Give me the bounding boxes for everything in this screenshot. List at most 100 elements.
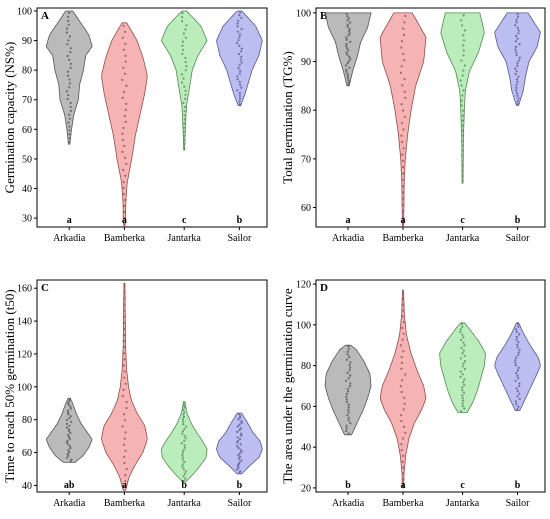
data-point [121, 425, 124, 428]
data-point [68, 129, 71, 132]
data-point [183, 134, 186, 137]
data-point [461, 159, 464, 162]
data-point [69, 62, 72, 65]
data-point [68, 451, 71, 454]
data-point [402, 437, 405, 440]
data-point [347, 34, 350, 37]
data-point [349, 374, 352, 377]
data-point [514, 67, 517, 70]
data-point [66, 434, 70, 437]
y-tick-label: 60 [301, 203, 311, 214]
data-point [517, 366, 520, 369]
data-point [516, 395, 519, 398]
data-point [123, 216, 126, 220]
data-point [461, 119, 464, 122]
data-point [517, 351, 520, 354]
data-point [461, 144, 464, 147]
data-point [123, 327, 126, 331]
data-point [347, 79, 350, 82]
data-point [347, 60, 350, 63]
data-point [400, 65, 403, 68]
violin-jantarka [439, 322, 486, 413]
data-point [66, 54, 69, 58]
data-point [236, 78, 239, 81]
data-point [124, 480, 127, 483]
x-tick-label: Arkadia [332, 498, 365, 509]
data-point [462, 14, 465, 17]
data-point [403, 77, 406, 81]
data-point [239, 443, 242, 446]
violin-bamberka [379, 289, 427, 489]
data-point [67, 428, 70, 431]
data-point [402, 478, 405, 481]
data-point [238, 44, 241, 47]
data-point [345, 12, 348, 15]
data-point [460, 59, 463, 62]
data-point [236, 436, 239, 439]
x-tick-label: Sailor [506, 233, 531, 244]
data-point [238, 452, 241, 455]
data-point [236, 441, 239, 444]
data-point [183, 444, 186, 447]
data-point [182, 130, 186, 133]
data-point [239, 11, 242, 14]
data-point [123, 285, 126, 288]
y-tick-label: 120 [17, 349, 32, 360]
data-point [463, 29, 466, 32]
data-point [463, 367, 466, 371]
data-point [402, 178, 405, 181]
data-point [517, 377, 520, 380]
data-point [181, 430, 184, 433]
data-point [346, 15, 349, 18]
data-point [516, 343, 519, 346]
data-point [402, 321, 405, 324]
data-point [123, 90, 126, 93]
data-point [402, 128, 405, 131]
data-point [402, 309, 405, 312]
x-tick-label: Bamberka [382, 498, 424, 509]
y-tick-label: 40 [22, 481, 32, 492]
data-point [346, 23, 349, 26]
y-tick-label: 40 [22, 184, 32, 195]
data-point [400, 122, 404, 125]
x-tick-label: Bamberka [104, 233, 146, 244]
data-point [517, 341, 520, 344]
x-tick-label: Jantarka [446, 233, 480, 244]
data-point [123, 437, 126, 440]
data-point [180, 81, 184, 84]
data-point [66, 439, 69, 442]
data-point [461, 394, 464, 397]
data-point [461, 333, 464, 336]
y-tick-label: 60 [22, 448, 32, 459]
y-tick-label: 60 [22, 125, 32, 136]
data-point [463, 360, 466, 363]
data-point [183, 472, 186, 475]
data-point [518, 382, 521, 385]
data-point [124, 419, 127, 422]
data-point [515, 70, 518, 73]
data-point [400, 367, 403, 370]
data-point [459, 328, 462, 331]
data-point [401, 460, 404, 463]
data-point [345, 379, 348, 382]
data-point [461, 402, 464, 405]
data-point [240, 434, 243, 437]
data-point [516, 64, 519, 67]
data-point [69, 109, 73, 112]
data-point [123, 455, 126, 458]
data-point [401, 326, 404, 330]
data-point [238, 423, 241, 426]
x-tick-label: Sailor [227, 233, 252, 244]
data-point [67, 94, 70, 97]
data-point [65, 456, 69, 459]
data-point [516, 369, 520, 372]
data-point [123, 334, 126, 337]
data-point [516, 92, 519, 95]
data-point [345, 38, 348, 41]
data-point [182, 449, 185, 452]
data-point [184, 97, 187, 100]
data-point [461, 389, 464, 392]
data-point [463, 354, 466, 357]
data-point [69, 407, 72, 410]
data-point [182, 126, 185, 129]
